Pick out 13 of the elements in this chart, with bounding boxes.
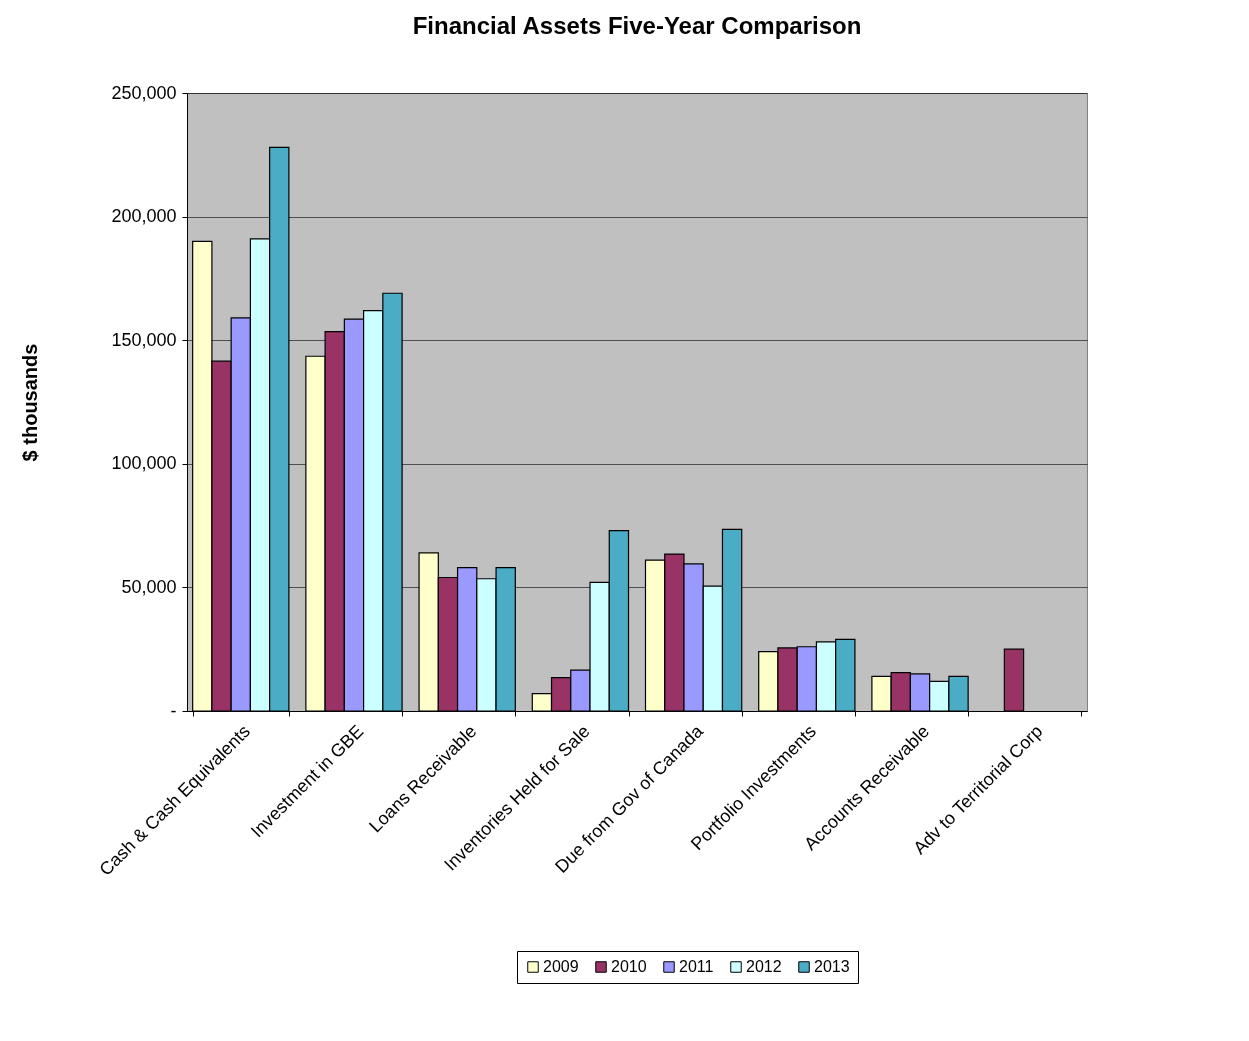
y-tick-label: 250,000 (111, 82, 177, 103)
y-tick-label: 150,000 (111, 329, 177, 350)
y-tick-label: 100,000 (111, 453, 177, 474)
y-tick-label: 200,000 (111, 206, 177, 227)
y-axis-title: $ thousands (19, 343, 42, 462)
y-tick-label: 50,000 (121, 576, 177, 597)
legend-label: 2009 (543, 958, 579, 975)
chart-title: Financial Assets Five-Year Comparison (412, 12, 862, 39)
y-tick-label: - (170, 700, 177, 721)
legend-label: 2011 (679, 958, 714, 975)
legend-label: 2012 (746, 958, 782, 975)
legend-label: 2013 (814, 958, 850, 975)
legend-label: 2010 (611, 958, 647, 975)
